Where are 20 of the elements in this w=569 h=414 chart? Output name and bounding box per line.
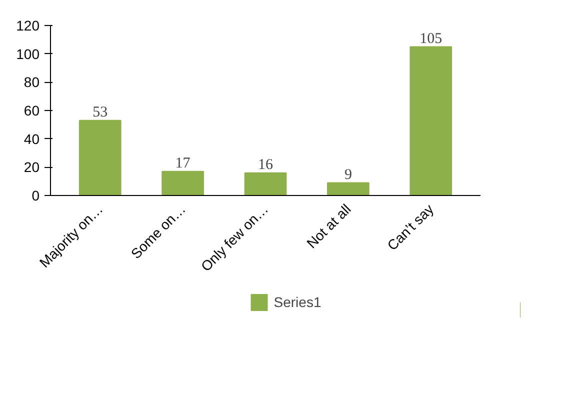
data-label: 53	[92, 104, 108, 120]
y-tick-label: 0	[32, 188, 40, 204]
bar	[327, 182, 370, 196]
data-label: 17	[175, 155, 191, 172]
legend-label: Series1	[274, 294, 322, 310]
y-tick-label: 20	[24, 159, 40, 176]
bar	[244, 172, 287, 196]
data-label: 105	[420, 30, 442, 47]
y-tick-label: 80	[24, 74, 40, 90]
data-label: 16	[258, 156, 274, 173]
y-tick-label: 100	[16, 46, 40, 62]
y-tick-label: 120	[16, 18, 40, 34]
bar	[410, 46, 452, 196]
x-tick-label: Only few on…	[198, 200, 272, 274]
bar	[78, 120, 122, 196]
y-tick-label: 40	[24, 130, 40, 147]
y-tick-label: 60	[24, 102, 40, 118]
x-tick-label: Not at all	[303, 200, 354, 252]
data-label: 9	[344, 166, 352, 183]
bar	[162, 170, 204, 196]
